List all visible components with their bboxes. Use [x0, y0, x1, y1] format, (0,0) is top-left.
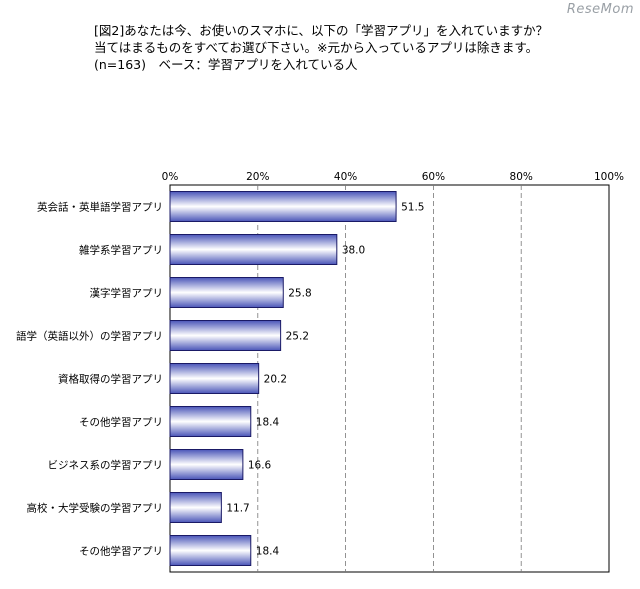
category-label: その他学習アプリ — [79, 416, 163, 429]
bar — [169, 363, 260, 394]
bar — [169, 535, 252, 566]
bars — [169, 191, 397, 566]
bar — [169, 492, 222, 523]
title-line-1: [図2]あなたは今、お使いのスマホに、以下の「学習アプリ」を入れていますか？ — [94, 23, 549, 38]
data-label: 16.6 — [248, 460, 272, 472]
x-tick-label: 20% — [246, 171, 269, 183]
category-label: 資格取得の学習アプリ — [58, 373, 163, 386]
bar — [169, 320, 282, 351]
resemom-logo: ReseMom — [566, 2, 634, 17]
data-label: 11.7 — [226, 503, 249, 515]
x-tick-label: 60% — [422, 171, 445, 183]
bar — [169, 449, 244, 480]
bar — [169, 406, 252, 437]
category-label: 漢字学習アプリ — [90, 287, 164, 300]
data-label: 25.8 — [288, 288, 311, 300]
data-label: 38.0 — [342, 245, 365, 257]
x-tick-label: 40% — [334, 171, 357, 183]
data-label: 20.2 — [264, 374, 287, 386]
data-label: 51.5 — [401, 202, 424, 214]
x-tick-label: 80% — [510, 171, 533, 183]
x-tick-label: 100% — [594, 171, 624, 183]
category-label: 語学（英語以外）の学習アプリ — [16, 330, 163, 343]
category-label: ビジネス系の学習アプリ — [48, 459, 164, 472]
title-line-2: 当てはまるものをすべてお選び下さい。※元から入っているアプリは除きます。 — [94, 40, 539, 55]
labels: 0% 20% 40% 60% 80% 100% 51.5 英会話・英単語学習アプリ 38.0 雑学… — [16, 171, 624, 558]
x-tick-label: 0% — [162, 171, 179, 183]
bar — [169, 234, 338, 265]
category-label: 高校・大学受験の学習アプリ — [27, 502, 164, 515]
title-line-3: (n=163) ベース：学習アプリを入れている人 — [94, 57, 358, 72]
data-label: 18.4 — [256, 546, 280, 558]
data-label: 25.2 — [286, 331, 309, 343]
chart-title: [図2]あなたは今、お使いのスマホに、以下の「学習アプリ」を入れていますか？ 当… — [94, 22, 548, 73]
bar — [169, 191, 397, 222]
data-label: 18.4 — [256, 417, 280, 429]
bar — [169, 277, 284, 308]
category-label: その他学習アプリ — [79, 545, 163, 558]
category-label: 雑学系学習アプリ — [79, 244, 163, 257]
category-label: 英会話・英単語学習アプリ — [37, 201, 163, 214]
